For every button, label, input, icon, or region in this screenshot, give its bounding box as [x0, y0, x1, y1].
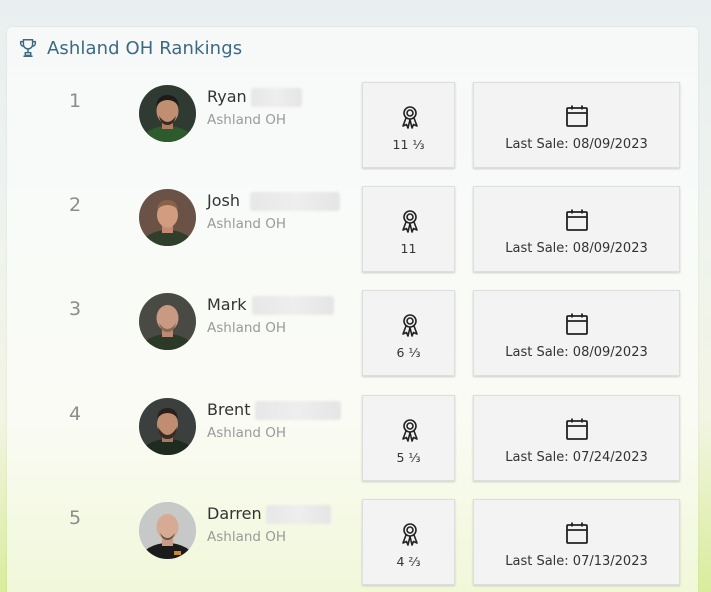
awards-value: 6 ⅓: [396, 345, 421, 360]
rank-number: 1: [68, 90, 82, 112]
last-sale-box[interactable]: Last Sale: 07/24/2023: [473, 395, 680, 481]
redacted-surname: [250, 192, 340, 211]
awards-box[interactable]: 6 ⅓: [362, 290, 455, 376]
ranking-row: 1 Ryan Ashland OH 11 ⅓: [7, 82, 698, 174]
salesperson-location: Ashland OH: [207, 320, 287, 336]
last-sale-date: Last Sale: 08/09/2023: [505, 137, 648, 152]
avatar[interactable]: [139, 502, 196, 559]
salesperson-location: Ashland OH: [207, 425, 287, 441]
awards-value: 11: [400, 241, 417, 256]
last-sale-box[interactable]: Last Sale: 08/09/2023: [473, 186, 680, 272]
salesperson-name[interactable]: Brent: [207, 400, 251, 419]
trophy-icon: [19, 39, 37, 57]
redacted-surname: [255, 401, 341, 420]
ranking-row: 3 Mark Ashland OH 6 ⅓: [7, 290, 698, 382]
award-ribbon-icon: [402, 419, 418, 442]
rank-number: 2: [68, 194, 82, 216]
redacted-surname: [252, 296, 334, 315]
calendar-icon: [566, 418, 588, 440]
ranking-row: 4 Brent Ashland OH 5 ⅓: [7, 395, 698, 487]
avatar[interactable]: [139, 398, 196, 455]
last-sale-date: Last Sale: 07/24/2023: [505, 450, 648, 465]
rankings-card: Ashland OH Rankings 1 Ryan Ashland OH: [7, 27, 698, 592]
calendar-icon: [566, 105, 588, 127]
last-sale-box[interactable]: Last Sale: 07/13/2023: [473, 499, 680, 585]
avatar[interactable]: [139, 189, 196, 246]
last-sale-date: Last Sale: 08/09/2023: [505, 345, 648, 360]
calendar-icon: [566, 522, 588, 544]
rank-number: 4: [68, 403, 82, 425]
last-sale-date: Last Sale: 08/09/2023: [505, 241, 648, 256]
salesperson-location: Ashland OH: [207, 112, 287, 128]
award-ribbon-icon: [402, 210, 418, 233]
salesperson-location: Ashland OH: [207, 529, 287, 545]
award-ribbon-icon: [402, 314, 418, 337]
awards-value: 4 ⅔: [396, 554, 421, 569]
awards-box[interactable]: 5 ⅓: [362, 395, 455, 481]
salesperson-name[interactable]: Mark: [207, 295, 247, 314]
ranking-row: 5 Darren Ashland OH 4 ⅔: [7, 499, 698, 591]
ranking-row: 2 Josh Ashland OH 11: [7, 186, 698, 278]
calendar-icon: [566, 209, 588, 231]
avatar[interactable]: [139, 293, 196, 350]
award-ribbon-icon: [402, 523, 418, 546]
awards-box[interactable]: 4 ⅔: [362, 499, 455, 585]
awards-value: 11 ⅓: [392, 137, 425, 152]
awards-value: 5 ⅓: [396, 450, 421, 465]
salesperson-name[interactable]: Ryan: [207, 87, 247, 106]
page-title: Ashland OH Rankings: [47, 37, 243, 59]
redacted-surname: [266, 505, 331, 524]
redacted-surname: [251, 88, 302, 107]
salesperson-name[interactable]: Darren: [207, 504, 262, 523]
last-sale-box[interactable]: Last Sale: 08/09/2023: [473, 82, 680, 168]
rank-number: 5: [68, 507, 82, 529]
salesperson-name[interactable]: Josh: [207, 191, 240, 210]
rank-number: 3: [68, 298, 82, 320]
awards-box[interactable]: 11: [362, 186, 455, 272]
last-sale-date: Last Sale: 07/13/2023: [505, 554, 648, 569]
last-sale-box[interactable]: Last Sale: 08/09/2023: [473, 290, 680, 376]
award-ribbon-icon: [402, 106, 418, 129]
calendar-icon: [566, 313, 588, 335]
salesperson-location: Ashland OH: [207, 216, 287, 232]
avatar[interactable]: [139, 85, 196, 142]
rankings-header: Ashland OH Rankings: [17, 36, 242, 60]
awards-box[interactable]: 11 ⅓: [362, 82, 455, 168]
